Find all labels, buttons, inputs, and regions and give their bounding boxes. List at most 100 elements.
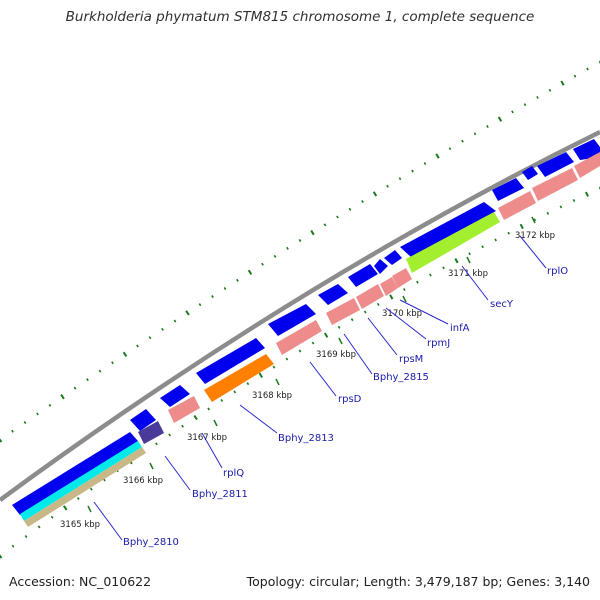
- gene-label: rpsM: [399, 354, 423, 365]
- minor-tick: [411, 169, 414, 173]
- accession-text: Accession: NC_010622: [9, 574, 152, 589]
- major-tick: [60, 394, 65, 400]
- minor-tick: [511, 110, 514, 114]
- forward-gene: [318, 284, 348, 305]
- reverse-gene: [498, 191, 536, 220]
- minor-tick: [423, 162, 427, 165]
- minor-tick: [533, 218, 537, 222]
- forward-gene: [160, 385, 190, 407]
- gene-label: Bphy_2811: [192, 489, 248, 500]
- kbp-label: 3170 kbp: [382, 309, 422, 319]
- inner-dotted-ring: [0, 186, 600, 559]
- forward-gene: [374, 259, 388, 274]
- gene-label: rplQ: [223, 468, 244, 479]
- major-tick: [185, 310, 190, 316]
- reverse-strand-genes: [20, 152, 600, 527]
- forward-gene: [537, 152, 574, 177]
- kbp-label: 3165 kbp: [60, 520, 100, 530]
- minor-tick: [337, 325, 341, 329]
- forward-strand-genes: [12, 139, 600, 515]
- kbp-tick-mark: [149, 462, 154, 470]
- minor-tick: [536, 96, 539, 99]
- minor-tick: [429, 273, 432, 277]
- major-tick: [0, 438, 3, 443]
- kbp-tick-mark: [338, 337, 343, 345]
- major-tick: [62, 505, 68, 511]
- gene-label: Bphy_2813: [278, 433, 334, 444]
- major-tick: [323, 332, 329, 338]
- label-leader: [519, 235, 547, 269]
- minor-tick: [48, 403, 52, 407]
- major-tick: [258, 372, 264, 379]
- kbp-tick-mark: [466, 256, 471, 264]
- major-tick: [193, 414, 198, 421]
- forward-gene: [573, 139, 600, 160]
- gene-labels: Bphy_2810 Bphy_2811 rplQ Bphy_2813 rpsD …: [93, 235, 568, 548]
- kbp-tick-mark: [213, 419, 218, 427]
- minor-tick: [286, 246, 289, 250]
- minor-tick: [572, 199, 576, 202]
- label-leader: [385, 307, 427, 340]
- minor-tick: [461, 139, 464, 143]
- minor-tick: [507, 231, 511, 235]
- forward-gene: [196, 338, 265, 384]
- minor-tick: [350, 318, 354, 322]
- minor-tick: [76, 497, 80, 500]
- minor-tick: [548, 88, 552, 92]
- reverse-gene: [204, 354, 274, 402]
- minor-tick: [73, 386, 77, 390]
- minor-tick: [86, 378, 89, 382]
- gene-label: infA: [450, 323, 470, 334]
- major-tick: [247, 269, 253, 275]
- minor-tick: [523, 103, 527, 107]
- label-leader: [399, 299, 449, 325]
- minor-tick: [573, 74, 577, 78]
- minor-tick: [89, 487, 93, 491]
- kbp-label: 3169 kbp: [316, 350, 356, 360]
- minor-tick: [336, 215, 339, 219]
- gene-label: rpsD: [338, 394, 362, 405]
- minor-tick: [416, 280, 419, 284]
- minor-tick: [448, 147, 452, 151]
- gene-label: Bphy_2810: [123, 537, 179, 548]
- minor-tick: [223, 286, 227, 290]
- gene-label: secY: [490, 299, 514, 310]
- minor-tick: [261, 262, 264, 266]
- minor-tick: [173, 319, 177, 323]
- minor-tick: [559, 205, 563, 209]
- minor-tick: [23, 421, 27, 425]
- major-tick: [454, 258, 459, 264]
- label-leader: [461, 265, 489, 301]
- kbp-tick-labels: 3165 kbp 3166 kbp 3167 kbp 3168 kbp 3169…: [60, 216, 555, 530]
- reverse-gene: [168, 396, 200, 423]
- minor-tick: [198, 303, 202, 307]
- minor-tick: [168, 433, 171, 437]
- minor-tick: [24, 535, 28, 538]
- minor-tick: [468, 252, 471, 256]
- major-tick: [122, 351, 128, 357]
- forward-gene: [384, 250, 402, 265]
- minor-tick: [37, 525, 41, 529]
- reverse-gene: [532, 168, 578, 201]
- minor-tick: [363, 310, 367, 314]
- minor-tick: [546, 211, 550, 215]
- forward-gene: [348, 264, 378, 287]
- kbp-tick-mark: [402, 295, 407, 303]
- reverse-gene: [24, 447, 146, 527]
- genome-summary-text: Topology: circular; Length: 3,479,187 bp…: [246, 574, 590, 589]
- forward-gene: [492, 178, 524, 201]
- minor-tick: [246, 382, 250, 386]
- forward-gene: [130, 409, 156, 431]
- minor-tick: [207, 407, 211, 411]
- minor-tick: [155, 442, 158, 446]
- label-leader: [367, 317, 398, 356]
- reverse-gene: [356, 284, 384, 309]
- minor-tick: [486, 125, 489, 128]
- gene-label: Bphy_2815: [373, 372, 429, 383]
- minor-tick: [586, 67, 589, 71]
- major-tick: [560, 80, 565, 86]
- reverse-gene: [20, 441, 142, 521]
- kbp-tick-mark: [87, 505, 92, 513]
- minor-tick: [211, 295, 214, 299]
